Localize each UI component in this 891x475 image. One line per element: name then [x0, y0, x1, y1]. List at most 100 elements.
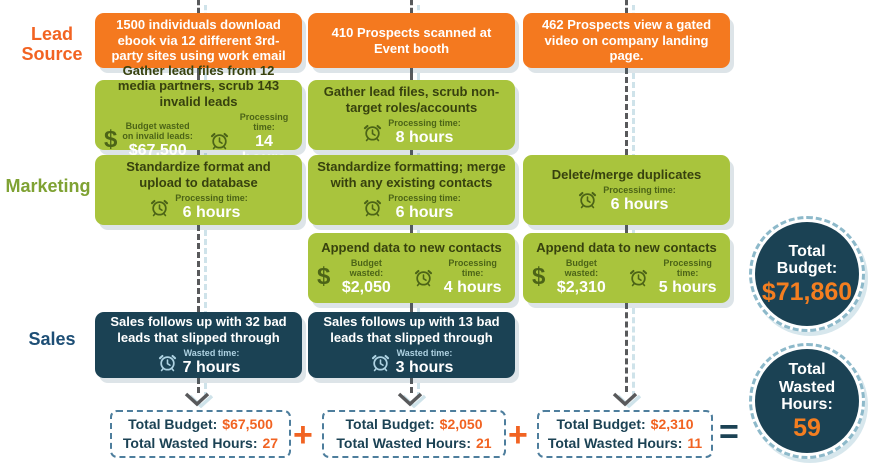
dollar-icon: $: [317, 263, 331, 291]
total-budget-label: Total Budget:: [556, 416, 646, 432]
step-title: Sales follows up with 32 bad leads that …: [110, 314, 287, 345]
marketing-step-append-col3: Append data to new contacts $ Budget was…: [523, 233, 730, 303]
connector-line: [625, 303, 635, 397]
row-label-lead-source: Lead Source: [21, 24, 83, 65]
connector-line: [410, 68, 420, 85]
processing-time-label: Processing time:: [388, 192, 461, 203]
connector-line: [197, 68, 207, 85]
processing-time-value: 6 hours: [395, 203, 454, 221]
step-title: Gather lead files, scrub non-target role…: [323, 84, 500, 115]
budget-wasted-label: Budget wasted:: [349, 257, 384, 278]
row-label-marketing: Marketing: [5, 176, 91, 196]
wasted-time-stat: Wasted time: 7 hours: [157, 347, 241, 376]
marketing-step-standardize-col1: Standardize format and upload to databas…: [95, 155, 302, 225]
total-wasted-hours-circle-value: 59: [793, 413, 821, 442]
totals-box-col1: Total Budget: $67,500 Total Wasted Hours…: [110, 410, 291, 458]
connector-line: [410, 303, 420, 317]
processing-time-label: Processing time:: [239, 112, 289, 133]
marketing-step-dedupe-col3: Delete/merge duplicates Processing time:…: [523, 155, 730, 225]
step-title: Append data to new contacts: [321, 240, 502, 256]
plus-operator: +: [508, 416, 528, 454]
alarm-clock-icon: [157, 352, 178, 373]
lead-source-box-event: 410 Prospects scanned at Event booth: [308, 13, 515, 68]
down-arrow-icon: [396, 392, 426, 408]
plus-operator: +: [293, 416, 313, 454]
alarm-clock-icon: [577, 189, 598, 210]
lead-source-box-ebook: 1500 individuals download ebook via 12 d…: [95, 13, 302, 68]
alarm-clock-icon: [149, 197, 170, 218]
marketing-step-gather-col2: Gather lead files, scrub non-target role…: [308, 80, 515, 150]
processing-time-value: 6 hours: [610, 195, 669, 213]
processing-time-label: Processing time:: [663, 257, 712, 278]
processing-time-stat: Processing time: 6 hours: [149, 192, 248, 221]
alarm-clock-icon: [362, 122, 383, 143]
lead-source-text: 1500 individuals download ebook via 12 d…: [111, 16, 286, 64]
connector-line: [197, 225, 207, 317]
wasted-time-label: Wasted time:: [396, 347, 453, 358]
lead-source-text: 462 Prospects view a gated video on comp…: [541, 16, 712, 64]
step-title: Standardize format and upload to databas…: [126, 159, 271, 190]
processing-time-label: Processing time:: [448, 257, 497, 278]
dollar-icon: $: [104, 126, 118, 154]
connector-line: [410, 378, 420, 398]
marketing-step-gather-col1: Gather lead files from 12 media partners…: [95, 63, 302, 167]
marketing-step-standardize-col2: Standardize formatting; merge with any e…: [308, 155, 515, 225]
total-hours-label: Total Wasted Hours:: [336, 434, 471, 451]
totals-box-col2: Total Budget: $2,050 Total Wasted Hours:…: [322, 410, 506, 458]
totals-box-col3: Total Budget: $2,310 Total Wasted Hours:…: [537, 410, 713, 458]
connector-line: [625, 68, 635, 160]
processing-time-value: 6 hours: [182, 203, 241, 221]
wasted-time-label: Wasted time:: [183, 347, 240, 358]
processing-time-value: 8 hours: [395, 128, 454, 146]
alarm-clock-icon: [413, 267, 434, 288]
connector-line: [625, 225, 635, 238]
processing-time-stat: Processing time: 4 hours: [413, 257, 506, 296]
processing-time-label: Processing time:: [175, 192, 248, 203]
processing-time-value: 5 hours: [658, 278, 717, 296]
total-budget-value: $67,500: [222, 416, 273, 432]
budget-wasted-stat: $ Budget wasted: $2,050: [317, 257, 397, 296]
step-title: Standardize formatting; merge with any e…: [317, 159, 506, 190]
wasted-time-value: 7 hours: [182, 358, 241, 376]
processing-time-label: Processing time:: [388, 117, 461, 128]
budget-wasted-value: $2,050: [341, 278, 391, 296]
total-hours-label: Total Wasted Hours:: [122, 434, 258, 451]
processing-time-label: Processing time:: [603, 184, 676, 195]
total-hours-value: 27: [262, 434, 279, 451]
lead-source-text: 410 Prospects scanned at Event booth: [331, 24, 492, 56]
marketing-step-append-col2: Append data to new contacts $ Budget was…: [308, 233, 515, 303]
alarm-clock-icon: [362, 197, 383, 218]
step-title: Delete/merge duplicates: [551, 166, 702, 182]
processing-time-stat: Processing time: 6 hours: [362, 192, 461, 221]
sales-step-col2: Sales follows up with 13 bad leads that …: [308, 312, 515, 378]
down-arrow-icon: [183, 392, 213, 408]
total-wasted-hours-circle-label: Total Wasted Hours:: [778, 360, 836, 414]
alarm-clock-icon: [370, 352, 391, 373]
total-budget-circle-value: $71,860: [761, 277, 853, 306]
wasted-time-value: 3 hours: [395, 358, 454, 376]
step-title: Append data to new contacts: [536, 240, 717, 256]
total-hours-value: 21: [475, 434, 492, 451]
total-budget-value: $2,310: [650, 416, 694, 432]
down-arrow-icon: [611, 392, 641, 408]
processing-time-stat: Processing time: 6 hours: [577, 184, 676, 213]
total-budget-label: Total Budget:: [345, 416, 435, 432]
budget-wasted-stat: $ Budget wasted: $2,310: [532, 258, 612, 296]
dollar-icon: $: [532, 263, 546, 291]
budget-wasted-label: Budget wasted on invalid leads:: [122, 120, 193, 141]
alarm-clock-icon: [628, 267, 649, 288]
processing-time-value: 4 hours: [443, 278, 502, 296]
step-title: Gather lead files from 12 media partners…: [117, 62, 280, 110]
step-title: Sales follows up with 13 bad leads that …: [323, 314, 500, 345]
processing-time-stat: Processing time: 5 hours: [628, 257, 721, 296]
sales-step-col1: Sales follows up with 32 bad leads that …: [95, 312, 302, 378]
connector-line: [410, 225, 420, 238]
total-budget-circle: Total Budget: $71,860: [749, 216, 865, 332]
budget-wasted-value: $67,500: [128, 141, 187, 159]
total-hours-value: 11: [687, 434, 703, 451]
processing-time-stat: Processing time: 8 hours: [362, 117, 461, 146]
connector-line: [410, 0, 420, 18]
lead-source-box-video: 462 Prospects view a gated video on comp…: [523, 13, 730, 68]
connector-line: [197, 0, 207, 18]
